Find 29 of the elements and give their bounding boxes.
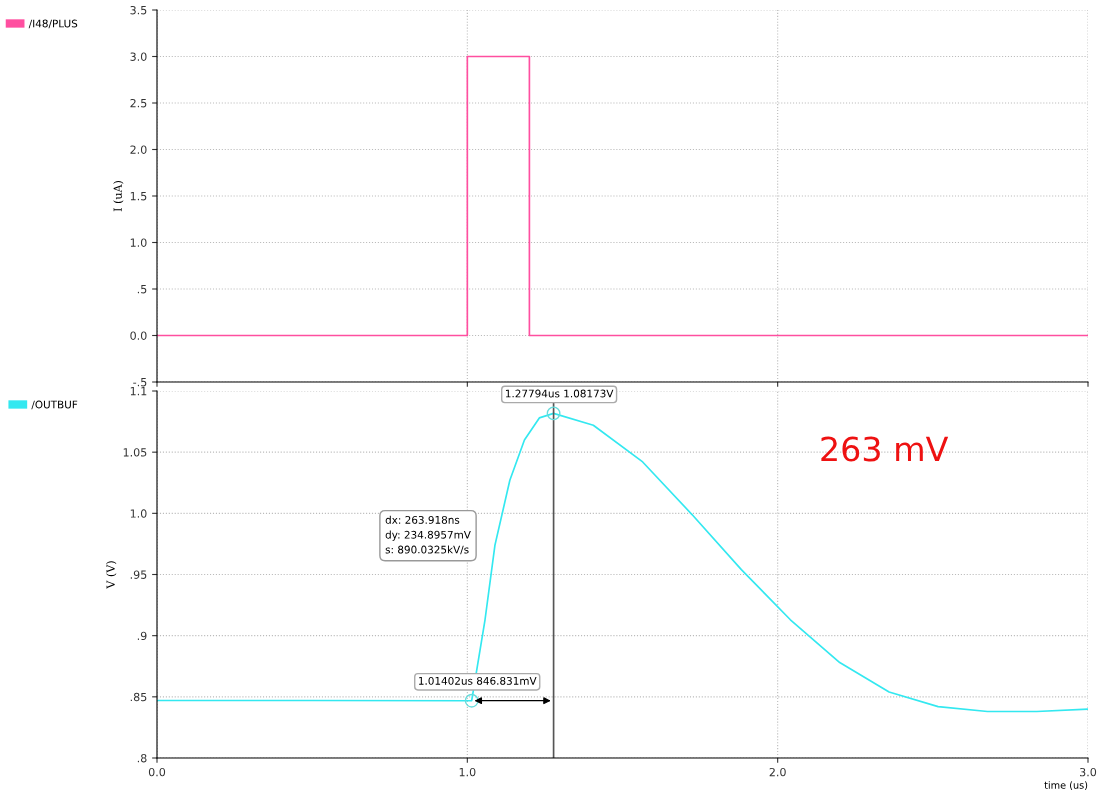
y-tick-label: .9 — [137, 631, 147, 641]
y-tick-label: 1.1 — [130, 387, 147, 396]
x-tick-label: 2.0 — [769, 767, 786, 777]
x-tick-label: 1.0 — [459, 767, 476, 777]
x-tick-label: 0.0 — [148, 767, 166, 777]
y-tick-label: .8 — [137, 753, 147, 763]
y-tick-label: .85 — [130, 692, 147, 702]
y-tick-label: 1.5 — [130, 192, 147, 201]
annotation: 263 mV — [821, 436, 949, 462]
y-tick-label: .5 — [137, 285, 147, 294]
y-tick-label: .95 — [130, 570, 147, 579]
y-tick-label: 1.0 — [130, 238, 147, 247]
y-axis-title: V (V) — [106, 561, 117, 589]
y-tick-label: 3.0 — [130, 52, 147, 61]
annotation: dx: 263.918ns dy: 234.8957mV s: 890.0325kV/s — [385, 515, 471, 555]
annotation: 1.27794us 1.08173V — [505, 389, 614, 398]
y-tick-label: 2.5 — [130, 98, 147, 108]
x-axis-title: time (us) — [1044, 781, 1088, 790]
y-tick-label: 1.05 — [123, 448, 147, 457]
y-tick-label: 0.0 — [130, 331, 147, 340]
y-tick-label: 1.0 — [130, 509, 147, 518]
y-tick-label: -.5 — [133, 378, 147, 387]
legend-label: /OUTBUF — [31, 400, 78, 410]
legend-label: /I48/PLUS — [28, 19, 78, 29]
y-tick-label: 2.0 — [130, 145, 147, 154]
y-tick-label: 3.5 — [130, 5, 147, 15]
x-tick-label: 3.0 — [1080, 767, 1097, 777]
annotation: 1.01402us 846.831mV — [419, 676, 537, 685]
y-axis-title: I (uA) — [113, 180, 124, 212]
